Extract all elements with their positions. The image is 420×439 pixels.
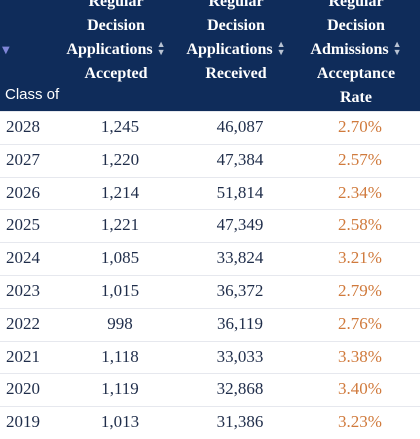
cell-accepted: 1,085	[100, 248, 140, 268]
cell-rate: 3.40%	[338, 379, 382, 399]
cell-received: 36,372	[216, 280, 264, 300]
cell-year: 2024	[6, 248, 40, 268]
cell-rate: 2.76%	[338, 313, 382, 333]
cell-year: 2021	[6, 346, 40, 366]
cell-received: 32,868	[216, 379, 264, 399]
cell-rate: 2.70%	[338, 117, 382, 136]
header-line: Accepted	[84, 65, 148, 82]
cell-year: 2020	[6, 379, 40, 399]
cell-accepted: 1,220	[100, 149, 140, 169]
table-header: ▼ Class of Regular Decision Applications…	[0, 0, 420, 111]
cell-received: 47,384	[216, 149, 264, 169]
cell-accepted: 1,015	[100, 280, 140, 300]
header-line: Applications ▲ ▼	[186, 39, 286, 58]
sort-up-down-icon[interactable]: ▲ ▼	[276, 39, 286, 58]
cell-received: 47,349	[216, 215, 264, 235]
header-line: Decision	[207, 17, 265, 34]
table-row: 2026 1,214 51,814 2.34%	[0, 176, 420, 210]
cell-received: 36,119	[216, 313, 264, 333]
cell-year: 2026	[6, 182, 40, 202]
table-row: 2028 1,245 46,087 2.70%	[0, 111, 420, 144]
header-line: Regular	[88, 0, 144, 10]
cell-accepted: 1,221	[100, 215, 140, 235]
cell-year: 2027	[6, 149, 40, 169]
column-header-acceptance-rate[interactable]: Regular Decision Admissions ▲ ▼ Acceptance…	[300, 0, 420, 111]
header-line: Received	[205, 65, 267, 82]
table-row: 2021 1,118 33,033 3.38%	[0, 340, 420, 374]
class-of-label: Class of	[5, 86, 60, 103]
table-row: 2024 1,085 33,824 3.21%	[0, 242, 420, 275]
sort-up-down-icon[interactable]: ▲ ▼	[156, 39, 166, 58]
cell-rate: 2.79%	[338, 280, 382, 300]
cell-accepted: 1,245	[100, 117, 140, 136]
header-line: Acceptance	[316, 65, 396, 82]
column-header-applications-accepted[interactable]: Regular Decision Applications ▲ ▼ Accepted	[60, 0, 180, 111]
sort-descending-icon: ▼	[2, 45, 10, 56]
table-row: 2023 1,015 36,372 2.79%	[0, 274, 420, 308]
header-line: Admissions ▲ ▼	[310, 39, 402, 58]
cell-rate: 3.38%	[338, 346, 382, 366]
cell-received: 51,814	[216, 182, 264, 202]
cell-rate: 2.58%	[338, 215, 382, 235]
cell-year: 2028	[6, 117, 40, 136]
cell-received: 46,087	[216, 117, 264, 136]
cell-accepted: 1,119	[101, 379, 139, 399]
cell-accepted: 1,118	[101, 346, 139, 366]
cell-accepted: 1,214	[100, 182, 140, 202]
table-row: 2025 1,221 47,349 2.58%	[0, 209, 420, 242]
table-row: 2027 1,220 47,384 2.57%	[0, 143, 420, 177]
header-line: Regular	[208, 0, 264, 10]
cell-received: 31,386	[216, 412, 264, 432]
sort-up-down-icon[interactable]: ▲ ▼	[392, 39, 402, 58]
cell-year: 2019	[6, 412, 40, 432]
header-line: Rate	[340, 89, 372, 106]
cell-accepted: 998	[107, 313, 133, 333]
header-line: Regular	[328, 0, 384, 10]
column-header-applications-received[interactable]: Regular Decision Applications ▲ ▼ Received	[180, 0, 300, 111]
cell-rate: 2.34%	[338, 182, 382, 202]
cell-received: 33,033	[216, 346, 264, 366]
header-line: Applications ▲ ▼	[66, 39, 166, 58]
cell-year: 2025	[6, 215, 40, 235]
table-row: 2022 998 36,119 2.76%	[0, 307, 420, 341]
cell-year: 2022	[6, 313, 40, 333]
table-row: 2019 1,013 31,386 3.23%	[0, 406, 420, 439]
table-body: 2028 1,245 46,087 2.70% 2027 1,220 47,384 2.57…	[0, 111, 420, 439]
cell-accepted: 1,013	[100, 412, 140, 432]
header-line: Decision	[327, 17, 385, 34]
header-line: Decision	[87, 17, 145, 34]
table-row: 2020 1,119 32,868 3.40%	[0, 373, 420, 406]
cell-year: 2023	[6, 280, 40, 300]
column-header-class-of[interactable]: ▼ Class of	[0, 0, 60, 111]
cell-received: 33,824	[216, 248, 264, 268]
cell-rate: 3.21%	[338, 248, 382, 268]
cell-rate: 2.57%	[338, 149, 382, 169]
cell-rate: 3.23%	[338, 412, 382, 432]
